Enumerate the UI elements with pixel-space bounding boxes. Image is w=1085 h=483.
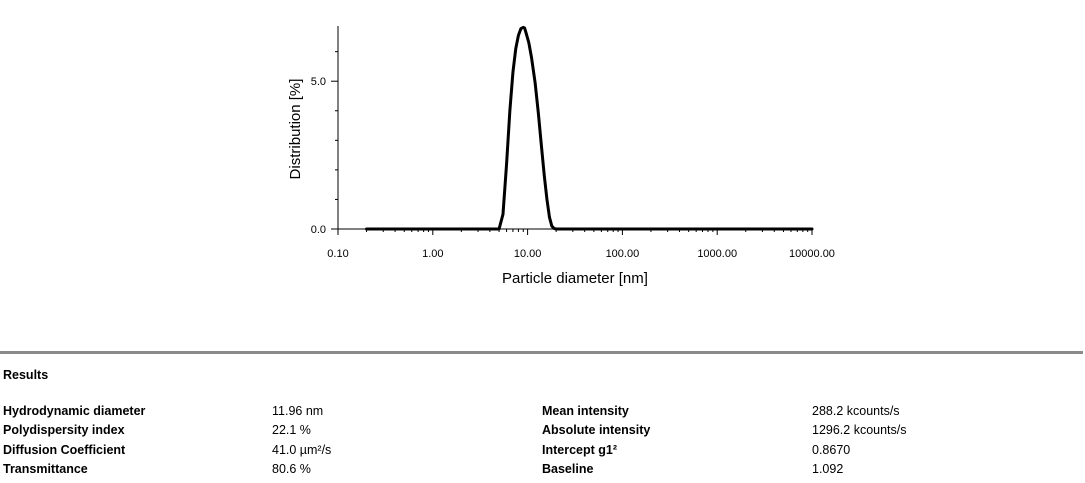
distribution-curve [365, 25, 814, 231]
result-label: Transmittance [3, 461, 88, 476]
result-label: Hydrodynamic diameter [3, 404, 146, 418]
results-row: Polydispersity index 22.1 % Absolute int… [3, 421, 1083, 440]
result-value: 1296.2 kcounts/s [812, 423, 907, 438]
distribution-chart: 0.0 5.0 0.10 1.00 10.00 100.00 1000.00 10000.00… [287, 25, 835, 287]
result-label: Absolute intensity [542, 423, 651, 438]
result-label: Mean intensity [542, 404, 629, 418]
y-axis-label: Distribution [%] [287, 79, 304, 180]
result-value: 80.6 % [272, 461, 311, 476]
chart-axes [337, 26, 812, 230]
results-row: Diffusion Coefficient 41.0 µm²/s Interce… [3, 441, 1083, 460]
result-label: Diffusion Coefficient [3, 442, 126, 457]
y-tick-label: 5.0 [311, 76, 326, 88]
x-tick-label: 10000.00 [789, 248, 835, 260]
x-tick-label: 1.00 [422, 248, 443, 260]
x-axis-label: Particle diameter [nm] [502, 270, 648, 287]
results-table: Hydrodynamic diameter 11.96 nm Mean inte… [3, 402, 1083, 479]
x-tick-label: 10.00 [514, 248, 542, 260]
result-value: 41.0 µm²/s [272, 442, 332, 457]
result-label: Intercept g1² [542, 442, 618, 457]
result-label: Baseline [542, 461, 594, 476]
results-row: Transmittance 80.6 % Baseline 1.092 [3, 460, 1083, 479]
section-divider [0, 351, 1083, 354]
x-tick-label: 1000.00 [697, 248, 737, 260]
x-tick-label: 100.00 [606, 248, 640, 260]
result-value: 22.1 % [272, 423, 311, 438]
results-heading: Results [3, 368, 49, 382]
result-value: 0.8670 [812, 442, 851, 457]
result-value: 1.092 [812, 461, 844, 476]
y-tick-label: 0.0 [311, 224, 326, 236]
x-tick-label: 0.10 [327, 248, 348, 260]
results-row: Hydrodynamic diameter 11.96 nm Mean inte… [3, 402, 1083, 421]
result-value: 11.96 nm [272, 404, 324, 418]
result-label: Polydispersity index [3, 423, 125, 438]
result-value: 288.2 kcounts/s [812, 404, 900, 418]
